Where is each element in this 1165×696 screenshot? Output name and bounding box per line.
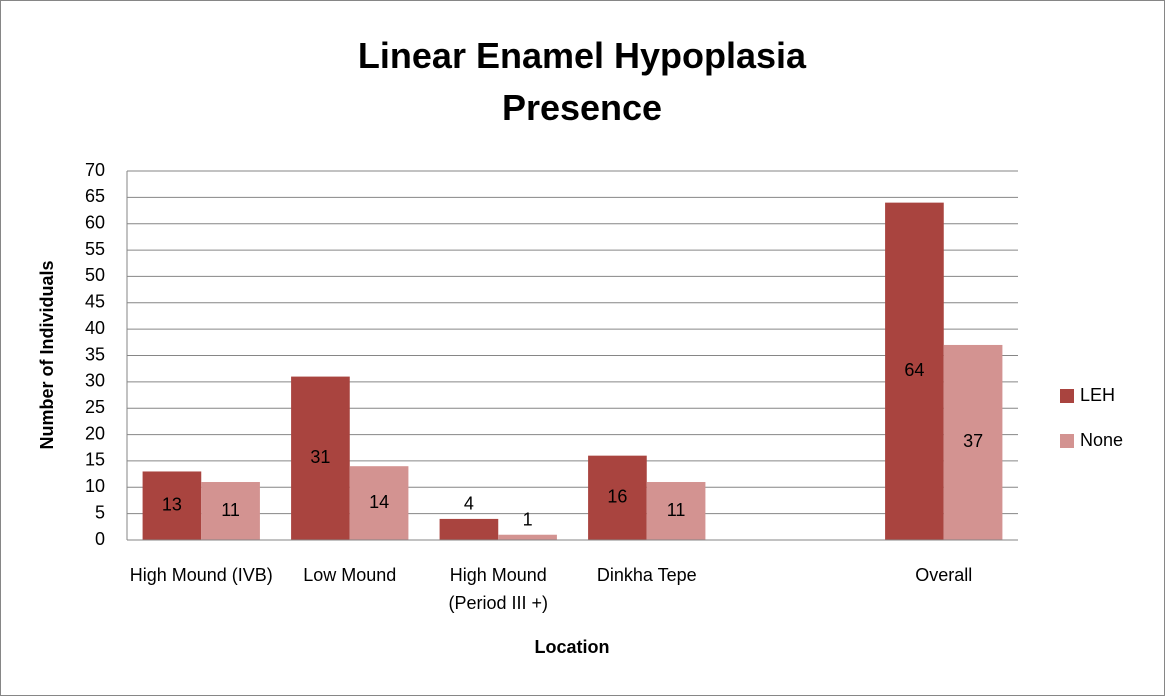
data-label: 13 [162,494,182,514]
y-tick-label: 65 [85,186,105,206]
chart-title: Linear Enamel Hypoplasia Presence [357,35,807,128]
data-label: 1 [523,509,533,529]
y-tick-label: 60 [85,212,105,232]
data-label: 31 [310,447,330,467]
data-label: 14 [369,492,389,512]
x-tick-label: Low Mound [303,565,397,585]
y-tick-label: 20 [85,423,105,443]
data-label: 11 [221,500,240,520]
data-label: 4 [464,494,474,514]
y-tick-label: 45 [85,292,105,312]
bar [588,455,647,540]
y-tick-label: 40 [85,318,105,338]
x-tick-label: High Mound (IVB) [129,565,273,585]
data-label: 11 [667,500,686,520]
y-tick-label: 15 [85,450,105,470]
bar [201,482,260,540]
bar [349,466,409,540]
bar [885,202,944,540]
y-tick-label: 5 [95,502,105,522]
legend-label: None [1080,430,1123,450]
y-tick-label: 25 [85,397,105,417]
x-tick-label: Overall [915,565,973,585]
bar [439,518,499,540]
y-tick-label: 70 [85,160,105,180]
legend-label: LEH [1080,385,1115,405]
y-tick-label: 30 [85,371,105,391]
legend-swatch [1060,389,1074,403]
data-label: 37 [963,431,983,451]
y-tick-label: 55 [85,239,105,259]
bar [142,471,202,540]
bar [943,344,1003,540]
data-label: 64 [904,360,924,380]
bar [646,482,706,540]
legend-swatch [1060,434,1074,448]
bar [498,534,557,540]
y-tick-label: 0 [95,529,105,549]
x-axis-title: Location [535,637,610,657]
y-tick-label: 10 [85,476,105,496]
data-label: 16 [607,487,627,507]
bar [291,376,350,540]
x-tick-label: High Mound (Period III +) [448,565,549,613]
y-tick-label: 35 [85,344,105,364]
x-tick-label: Dinkha Tepe [596,565,697,585]
y-axis-title: Number of Individuals [37,260,57,449]
y-tick-label: 50 [85,265,105,285]
